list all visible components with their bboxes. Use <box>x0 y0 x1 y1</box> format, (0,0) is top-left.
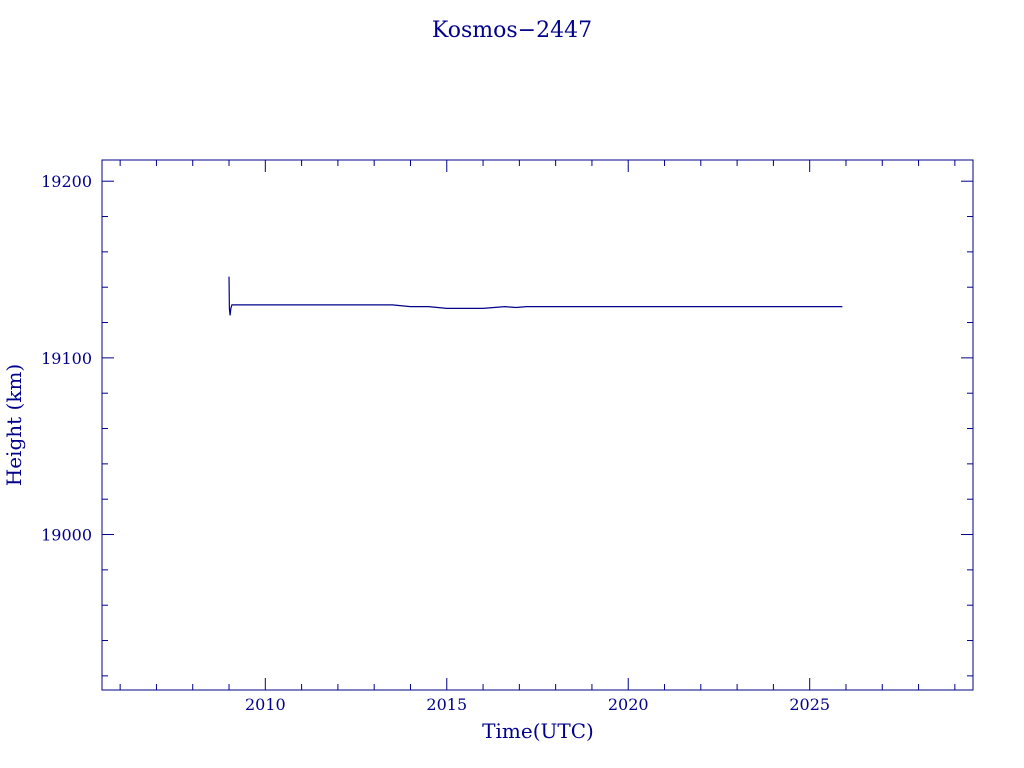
y-axis-label: Height (km) <box>2 364 26 486</box>
x-tick-label: 2020 <box>608 695 649 714</box>
axis-ticks <box>102 160 973 690</box>
chart-title: Kosmos−2447 <box>432 18 592 43</box>
y-tick-label: 19200 <box>41 172 92 191</box>
x-tick-label: 2015 <box>426 695 467 714</box>
x-tick-label: 2025 <box>789 695 830 714</box>
x-axis-label: Time(UTC) <box>482 719 594 743</box>
y-tick-label: 19000 <box>41 526 92 545</box>
x-tick-label: 2010 <box>245 695 286 714</box>
y-tick-label: 19100 <box>41 349 92 368</box>
axis-tick-labels: 2010 2015 2020 2025 19000 19100 19200 <box>41 172 830 714</box>
series-line <box>228 276 843 316</box>
plot-frame <box>101 159 974 691</box>
